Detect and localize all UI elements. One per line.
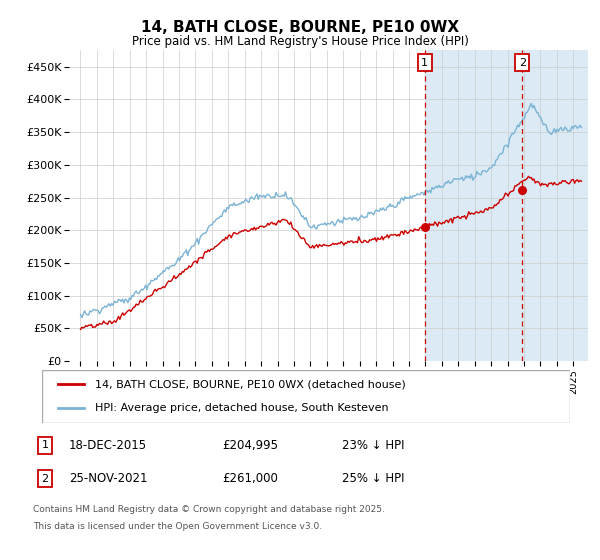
Text: Price paid vs. HM Land Registry's House Price Index (HPI): Price paid vs. HM Land Registry's House … — [131, 35, 469, 48]
Text: HPI: Average price, detached house, South Kesteven: HPI: Average price, detached house, Sout… — [95, 403, 388, 413]
Bar — [425, 50, 588, 361]
FancyBboxPatch shape — [42, 370, 570, 423]
Text: This data is licensed under the Open Government Licence v3.0.: This data is licensed under the Open Gov… — [33, 522, 322, 531]
Text: 14, BATH CLOSE, BOURNE, PE10 0WX (detached house): 14, BATH CLOSE, BOURNE, PE10 0WX (detach… — [95, 380, 406, 390]
Text: £204,995: £204,995 — [222, 438, 278, 452]
Text: 1: 1 — [421, 58, 428, 68]
Text: 25-NOV-2021: 25-NOV-2021 — [69, 472, 148, 486]
Text: 2: 2 — [519, 58, 526, 68]
Text: 25% ↓ HPI: 25% ↓ HPI — [342, 472, 404, 486]
Text: 1: 1 — [41, 440, 49, 450]
Text: 23% ↓ HPI: 23% ↓ HPI — [342, 438, 404, 452]
Text: 14, BATH CLOSE, BOURNE, PE10 0WX: 14, BATH CLOSE, BOURNE, PE10 0WX — [141, 20, 459, 35]
Text: Contains HM Land Registry data © Crown copyright and database right 2025.: Contains HM Land Registry data © Crown c… — [33, 505, 385, 514]
Text: £261,000: £261,000 — [222, 472, 278, 486]
Text: 18-DEC-2015: 18-DEC-2015 — [69, 438, 147, 452]
Text: 2: 2 — [41, 474, 49, 484]
